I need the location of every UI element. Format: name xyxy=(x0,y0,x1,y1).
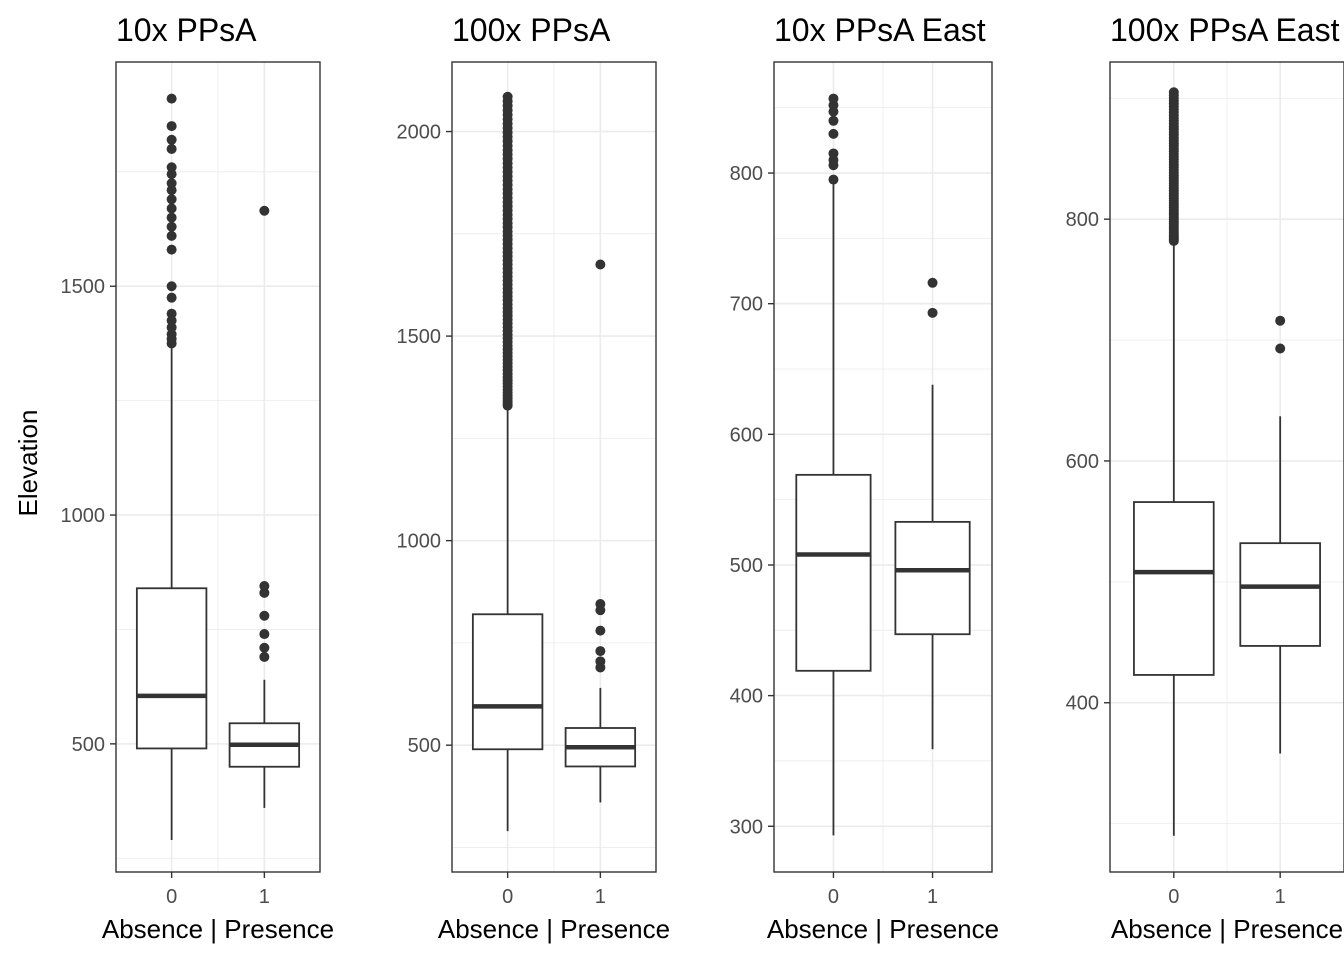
x-tick-label: 0 xyxy=(1168,886,1179,908)
panel-title: 100x PPsA East xyxy=(1110,12,1340,48)
outlier-point xyxy=(259,642,270,653)
x-tick-label: 0 xyxy=(828,886,839,908)
y-tick-label: 800 xyxy=(1066,209,1099,231)
outlier-point xyxy=(927,277,938,288)
x-axis-title: Absence | Presence xyxy=(438,914,670,944)
outlier-point xyxy=(166,212,177,223)
outlier-point xyxy=(166,194,177,205)
y-tick-label: 1000 xyxy=(61,505,106,527)
outlier-point xyxy=(166,308,177,319)
outlier-point xyxy=(166,134,177,145)
outlier-point xyxy=(166,169,177,180)
iqr-box xyxy=(894,520,971,636)
outlier-point xyxy=(166,162,177,173)
outlier-point xyxy=(828,93,839,104)
outlier-point xyxy=(166,143,177,154)
outlier-point xyxy=(595,656,606,667)
panel-2: 500 1000 1500 2000 0 1 100x PPsA Absence | Pres… xyxy=(397,12,671,944)
outlier-point xyxy=(1275,343,1286,354)
box-0 xyxy=(1133,87,1215,836)
outlier-point xyxy=(1275,315,1286,326)
panel-border xyxy=(115,61,321,873)
y-tick-label: 500 xyxy=(72,734,105,756)
outlier-point xyxy=(166,244,177,255)
iqr-box xyxy=(135,587,208,750)
x-tick-label: 0 xyxy=(166,886,177,908)
x-tick-label: 1 xyxy=(259,886,270,908)
panel-border xyxy=(451,61,657,873)
outlier-point xyxy=(166,329,177,340)
x-axis-title: Absence | Presence xyxy=(1111,914,1343,944)
outlier-point xyxy=(259,629,270,640)
y-tick-label: 500 xyxy=(730,555,763,577)
outlier-point xyxy=(595,599,606,610)
panel-title: 10x PPsA East xyxy=(774,12,986,48)
iqr-box xyxy=(795,473,872,672)
y-tick-label: 400 xyxy=(730,686,763,708)
iqr-box xyxy=(1239,542,1321,647)
box-0 xyxy=(135,93,208,840)
y-tick-label: 1500 xyxy=(61,276,106,298)
panel-4: 400 600 800 0 1 100x PPsA East Absence | Prese… xyxy=(1066,12,1344,944)
outlier-point xyxy=(166,185,177,196)
iqr-box xyxy=(1133,501,1215,676)
outlier-point xyxy=(166,93,177,104)
outlier-point xyxy=(1168,87,1179,98)
y-tick-label: 500 xyxy=(408,735,441,757)
panel-border xyxy=(773,61,993,873)
outlier-point xyxy=(595,646,606,657)
x-tick-label: 1 xyxy=(595,886,606,908)
outlier-point xyxy=(166,292,177,303)
outlier-point xyxy=(927,307,938,318)
x-axis-title: Absence | Presence xyxy=(767,914,999,944)
panel-title: 10x PPsA xyxy=(116,12,257,48)
x-tick-label: 1 xyxy=(1275,886,1286,908)
outlier-point xyxy=(259,587,270,598)
outlier-point xyxy=(166,178,177,189)
outlier-point xyxy=(502,91,513,102)
y-tick-label: 600 xyxy=(1066,451,1099,473)
y-tick-label: 2000 xyxy=(397,122,442,144)
outlier-point xyxy=(166,121,177,132)
box-1 xyxy=(228,205,301,808)
outlier-point xyxy=(166,322,177,333)
y-tick-label: 600 xyxy=(730,424,763,446)
outlier-point xyxy=(828,115,839,126)
box-0 xyxy=(471,91,544,832)
x-tick-label: 0 xyxy=(502,886,513,908)
outlier-point xyxy=(166,203,177,214)
panel-1: 500 1000 1500 0 1 10x PPsA Absence | Presence E… xyxy=(13,12,334,944)
y-tick-label: 1000 xyxy=(397,531,442,553)
outlier-point xyxy=(166,221,177,232)
box-0 xyxy=(795,93,872,836)
outlier-point xyxy=(166,315,177,326)
y-tick-label: 700 xyxy=(730,294,763,316)
y-tick-label: 400 xyxy=(1066,693,1099,715)
outlier-point xyxy=(259,651,270,662)
outlier-point xyxy=(259,610,270,621)
outlier-point xyxy=(828,174,839,185)
outlier-point xyxy=(166,230,177,241)
panel-title: 100x PPsA xyxy=(452,12,611,48)
box-1 xyxy=(564,259,637,803)
iqr-box xyxy=(471,613,544,751)
outlier-point xyxy=(828,128,839,139)
x-axis-title: Absence | Presence xyxy=(102,914,334,944)
y-tick-label: 300 xyxy=(730,816,763,838)
panel-border xyxy=(1109,61,1344,873)
outlier-point xyxy=(828,148,839,159)
panel-3: 300 400 500 600 700 800 0 1 10x PPsA East Absence… xyxy=(730,12,999,944)
outlier-point xyxy=(166,281,177,292)
outlier-point xyxy=(595,259,606,270)
outlier-point xyxy=(259,580,270,591)
outlier-point xyxy=(259,205,270,216)
x-tick-label: 1 xyxy=(927,886,938,908)
outlier-point xyxy=(595,625,606,636)
y-axis-title: Elevation xyxy=(13,410,43,517)
y-tick-label: 800 xyxy=(730,163,763,185)
box-1 xyxy=(894,277,971,750)
box-1 xyxy=(1239,315,1321,754)
y-tick-label: 1500 xyxy=(397,326,442,348)
